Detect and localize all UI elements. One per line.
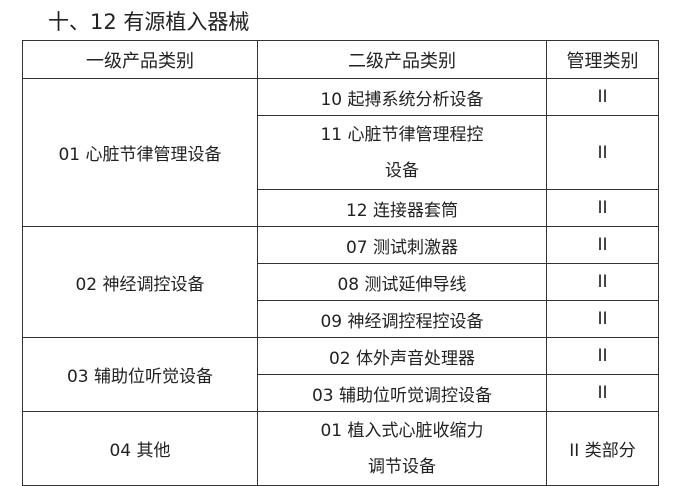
level2-category: 10 起搏系统分析设备: [257, 78, 547, 116]
level2-category: 08 测试延伸导线: [257, 263, 547, 301]
device-classification-table: 一级产品类别 二级产品类别 管理类别 01 心脏节律管理设备 10 起搏系统分析设…: [22, 40, 659, 486]
management-class: II: [546, 374, 659, 412]
management-class: II: [546, 189, 659, 227]
table-row: 03 辅助位听觉调控设备 II: [23, 374, 659, 412]
table-row: 04 其他 01 植入式心脏收缩力调节设备 II 类部分: [22, 411, 659, 486]
table-header-row: 一级产品类别 二级产品类别 管理类别: [22, 40, 659, 79]
level2-category: 07 测试刺激器: [257, 226, 547, 264]
management-class: II: [546, 115, 659, 190]
level2-category: 02 体外声音处理器: [257, 337, 547, 375]
level2-category: 01 植入式心脏收缩力调节设备: [257, 411, 547, 486]
management-class: II: [546, 337, 659, 375]
management-class: II: [546, 300, 659, 338]
table-row: 08 测试延伸导线 II: [23, 263, 659, 301]
table-row: 01 心脏节律管理设备 10 起搏系统分析设备 II: [22, 78, 659, 227]
header-level2: 二级产品类别: [257, 40, 547, 79]
level2-category: 12 连接器套筒: [257, 189, 547, 227]
table-row: 09 神经调控程控设备 II: [23, 300, 659, 338]
level2-category: 03 辅助位听觉调控设备: [257, 374, 547, 412]
table-row: 11 心脏节律管理程控设备 II: [23, 115, 659, 190]
table-row: 02 神经调控设备 07 测试刺激器 II: [22, 226, 659, 338]
level1-category: 02 神经调控设备: [22, 226, 258, 338]
header-class: 管理类别: [546, 40, 659, 79]
management-class: II: [546, 226, 659, 264]
header-level1: 一级产品类别: [22, 40, 258, 79]
table-row: 03 辅助位听觉设备 02 体外声音处理器 II: [22, 337, 659, 412]
management-class: II: [546, 78, 659, 116]
level2-category: 09 神经调控程控设备: [257, 300, 547, 338]
section-title: 十、12 有源植入器械: [48, 10, 250, 34]
level1-category: 04 其他: [22, 411, 258, 486]
management-class: II 类部分: [546, 411, 659, 486]
level1-category: 01 心脏节律管理设备: [22, 78, 258, 227]
level2-category: 11 心脏节律管理程控设备: [257, 115, 547, 190]
level1-category: 03 辅助位听觉设备: [22, 337, 258, 412]
table-row: 12 连接器套筒 II: [23, 189, 659, 227]
management-class: II: [546, 263, 659, 301]
